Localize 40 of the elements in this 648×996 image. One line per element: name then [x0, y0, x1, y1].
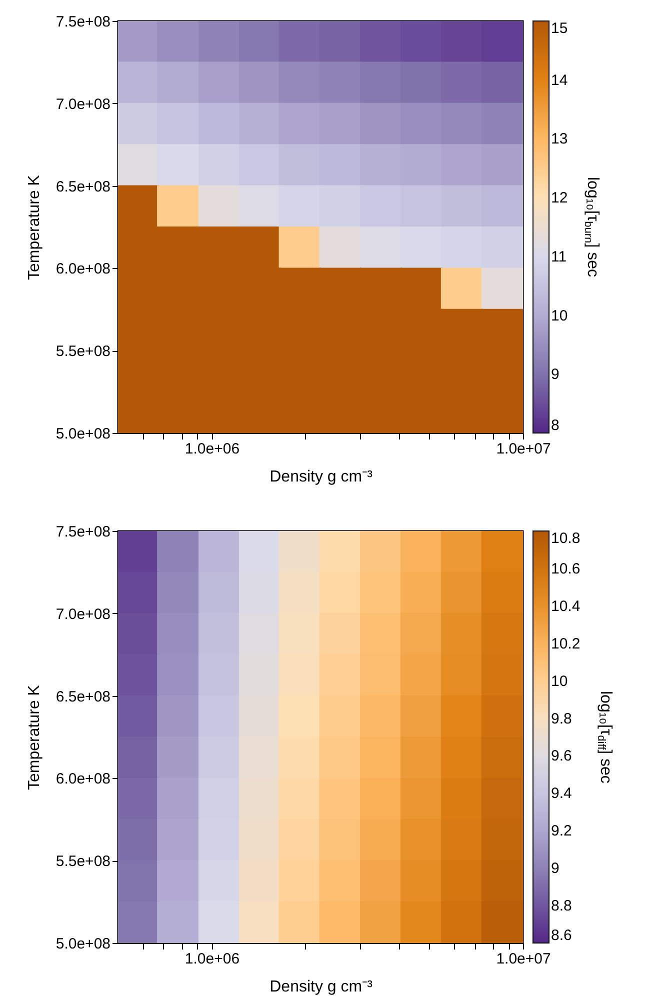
color-bar-label: 10.8	[551, 530, 580, 547]
y-tick-label: 6.0e+08	[56, 260, 110, 278]
color-bar-label: 9.4	[551, 785, 572, 802]
color-bar-label: 11	[551, 248, 567, 266]
x-axis-title: Density g cm⁻³	[270, 468, 374, 486]
color-bar-label: 10	[551, 672, 568, 690]
color-bar-label: 10.6	[551, 560, 580, 578]
x-tick-label: 1.0e+06	[184, 440, 240, 458]
color-bar-label: 8	[551, 417, 560, 434]
color-bar-label: 15	[551, 20, 568, 37]
y-tick-label: 6.5e+08	[56, 688, 110, 706]
y-tick-label: 6.5e+08	[56, 178, 110, 196]
y-tick-label: 7.5e+08	[56, 524, 110, 540]
x-tick-label: 1.0e+06	[184, 950, 240, 968]
y-tick-label: 6.0e+08	[56, 770, 110, 788]
y-tick-label: 7.5e+08	[56, 14, 110, 30]
color-bar-label: 12	[551, 190, 568, 207]
x-axis-title: Density g cm⁻³	[270, 978, 374, 996]
color-bar-label: 10.2	[551, 635, 580, 652]
y-axis-title: Temperature K	[26, 684, 43, 790]
color-bar-label: 9.6	[551, 748, 572, 765]
color-bar-label: 8.8	[551, 898, 572, 915]
color-bar-label: 14	[551, 72, 568, 89]
y-tick-label: 5.0e+08	[56, 426, 110, 442]
color-bar-label: 9	[551, 860, 560, 878]
color-bar-label: 9	[551, 366, 560, 384]
x-tick-label: 1.0e+07	[496, 440, 551, 458]
y-tick-label: 5.5e+08	[56, 853, 110, 870]
color-bar-label: 13	[551, 130, 568, 148]
color-bar-label: 9.8	[551, 710, 572, 728]
y-axis-title: Temperature K	[26, 174, 43, 280]
color-bar-label: 10	[551, 307, 568, 324]
color-bar-label: 8.6	[551, 927, 572, 944]
color-bar-label: 9.2	[551, 822, 572, 840]
y-tick-label: 7.0e+08	[56, 96, 110, 113]
y-tick-label: 7.0e+08	[56, 606, 110, 623]
color-bar-label: 10.4	[551, 598, 580, 615]
y-tick-label: 5.5e+08	[56, 343, 110, 360]
y-tick-label: 5.0e+08	[56, 936, 110, 952]
x-tick-label: 1.0e+07	[496, 950, 551, 968]
